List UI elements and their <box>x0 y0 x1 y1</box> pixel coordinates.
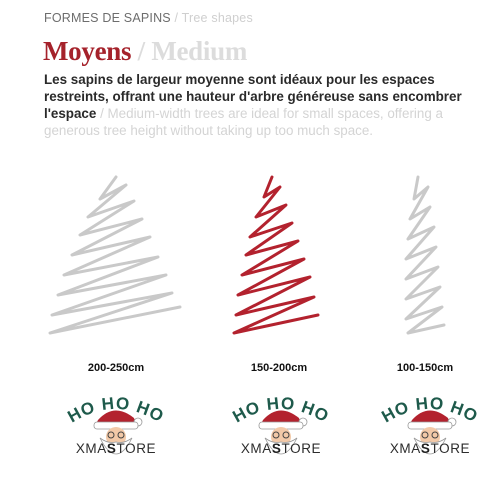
size-label-medium: 150-200cm <box>250 362 308 374</box>
tree-zigzag-icon <box>48 175 182 335</box>
tree-shape-medium[interactable] <box>230 175 320 335</box>
santa-face-icon: HO HO HO <box>378 394 480 455</box>
description-fr: Les sapins de largeur moyenne sont idéau… <box>44 72 462 121</box>
title-en: Medium <box>151 36 248 66</box>
section-kicker: FORMES DE SAPINS / Tree shapes <box>44 11 253 25</box>
santa-face-icon: HO HO HO <box>64 394 166 455</box>
description-separator: / <box>100 106 104 121</box>
tree-zigzag-icon <box>404 175 446 335</box>
brand-prefix: XMA <box>389 441 421 456</box>
brand-name: XMASTORE <box>54 441 178 456</box>
brand-prefix: XMA <box>75 441 107 456</box>
kicker-fr: FORMES DE SAPINS <box>44 11 171 25</box>
kicker-en: Tree shapes <box>181 11 253 25</box>
brand-suffix: TORE <box>430 441 471 456</box>
size-label-small: 100-150cm <box>396 362 454 374</box>
tree-zigzag-icon <box>232 175 320 335</box>
xmastore-logo: HO HO HO <box>54 384 178 484</box>
tree-shape-large[interactable] <box>46 175 186 335</box>
xmastore-logo: HO HO HO <box>368 384 492 484</box>
brand-name: XMASTORE <box>368 441 492 456</box>
brand-prefix: XMA <box>240 441 272 456</box>
kicker-separator: / <box>174 11 179 25</box>
brand-bold-letter: S <box>271 441 282 456</box>
title-fr: Moyens <box>43 36 132 66</box>
page-title: Moyens / Medium <box>43 36 247 67</box>
brand-name: XMASTORE <box>219 441 343 456</box>
description: Les sapins de largeur moyenne sont idéau… <box>44 71 464 139</box>
brand-suffix: TORE <box>281 441 322 456</box>
tree-shape-small[interactable] <box>402 175 448 335</box>
xmastore-logo: HO HO HO <box>219 384 343 484</box>
title-separator: / <box>137 36 146 66</box>
brand-bold-letter: S <box>420 441 431 456</box>
brand-bold-letter: S <box>106 441 117 456</box>
santa-face-icon: HO HO HO <box>229 394 331 455</box>
brand-suffix: TORE <box>116 441 157 456</box>
description-en: Medium-width trees are ideal for small s… <box>44 106 443 138</box>
size-label-large: 200-250cm <box>87 362 145 374</box>
